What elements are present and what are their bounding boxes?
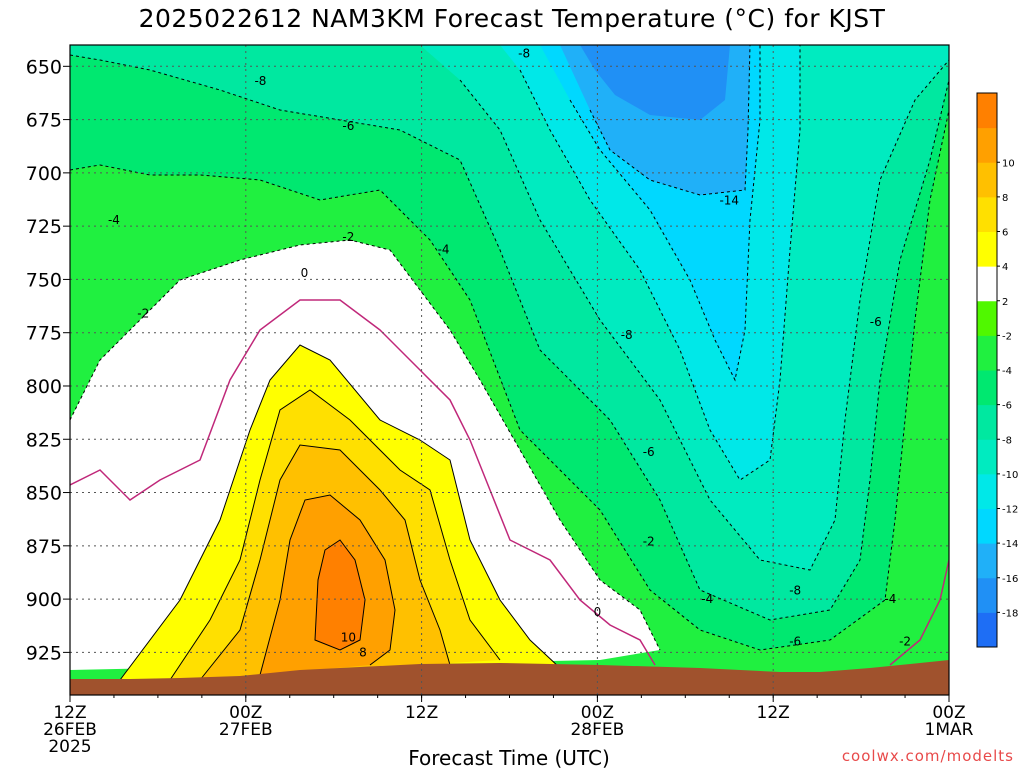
y-tick-label: 900 — [26, 589, 62, 611]
colorbar-tick-label: 4 — [1002, 262, 1008, 273]
temperature-field — [70, 45, 949, 695]
y-tick-label: 775 — [26, 323, 62, 345]
colorbar-swatch — [977, 543, 997, 579]
colorbar-tick-label: -4 — [1002, 366, 1012, 377]
negative-contours — [70, 45, 949, 651]
y-tick-label: 875 — [26, 536, 62, 558]
x-tick-label: 2025 — [48, 737, 91, 757]
x-tick-label: 12Z — [405, 703, 438, 723]
x-tick-label: 00Z — [581, 703, 614, 723]
grid — [69, 45, 950, 695]
chart-title: 2025022612 NAM3KM Forecast Temperature (… — [138, 4, 886, 33]
colorbar-tick-label: -18 — [1002, 608, 1018, 619]
colorbar-tick-label: -12 — [1002, 505, 1018, 516]
y-tick-label: 825 — [26, 429, 62, 451]
colorbar-swatch — [977, 266, 997, 302]
contour-label: -4 — [438, 243, 450, 257]
contour-label: -2 — [342, 230, 354, 244]
y-tick-label: 800 — [26, 376, 62, 398]
colorbar-tick-label: 8 — [1002, 193, 1008, 204]
colorbar-swatch — [977, 127, 997, 163]
colorbar-swatch — [977, 162, 997, 198]
contour-labels: -8 -8 -6 -4 -14 -2 -4 0 -2 -8 -6 -6 -2 -4 -8 -4 0 108 -6 -2 — [108, 47, 911, 660]
field-plus-10-band — [315, 540, 365, 650]
contour-label: -2 — [643, 535, 655, 549]
colorbar-swatch — [977, 370, 997, 406]
colorbar-swatch — [977, 231, 997, 267]
y-tick-label: 700 — [26, 163, 62, 185]
x-tick-label: 12Z — [757, 703, 790, 723]
contour-label: -4 — [884, 592, 896, 606]
x-axis-label: Forecast Time (UTC) — [408, 746, 610, 768]
colorbar-tick-label: -2 — [1002, 331, 1012, 342]
contour-label: -8 — [621, 328, 633, 342]
contour-label: -6 — [342, 119, 354, 133]
y-tick-label: 675 — [26, 110, 62, 132]
contour-label: -6 — [789, 635, 801, 649]
colorbar-swatch — [977, 93, 997, 129]
colorbar-tick-label: 2 — [1002, 297, 1008, 308]
colorbar-swatch — [977, 577, 997, 613]
contour-label: -8 — [254, 74, 266, 88]
contour-label: 10 — [341, 630, 356, 644]
contour-label: -8 — [789, 584, 801, 598]
contour-label: 0 — [594, 605, 602, 619]
terrain — [70, 660, 949, 695]
x-tick-label: 00Z — [229, 703, 262, 723]
x-tick-label: 1MAR — [925, 720, 974, 740]
contour-label: -4 — [108, 213, 120, 227]
x-tick-label: 27FEB — [219, 720, 273, 740]
colorbar-swatch — [977, 508, 997, 544]
contour-label: -8 — [518, 47, 530, 61]
contour-label: -4 — [701, 592, 713, 606]
colorbar-tick-label: 10 — [1002, 158, 1015, 169]
colorbar-swatch — [977, 612, 997, 648]
colorbar-swatch — [977, 196, 997, 232]
contour-label: -6 — [643, 445, 655, 459]
colorbar-swatch — [977, 404, 997, 440]
y-tick-label: 725 — [26, 216, 62, 238]
colorbar-tick-label: -10 — [1002, 470, 1018, 481]
contour-label: -6 — [870, 315, 882, 329]
credit-text: coolwx.com/modelts — [841, 747, 1014, 765]
x-tick-label: 00Z — [932, 703, 965, 723]
colorbar-swatch — [977, 335, 997, 371]
contour-label: -2 — [137, 307, 149, 321]
y-tick-label: 650 — [26, 56, 62, 78]
contour-label: 8 — [359, 645, 367, 659]
x-tick-label: 26FEB — [43, 720, 97, 740]
colorbar-tick-label: 6 — [1002, 228, 1008, 239]
positive-contours — [119, 344, 561, 681]
field-minus-18-band — [580, 45, 730, 120]
colorbar-swatch — [977, 439, 997, 475]
y-axis: 650 675 700 725 750 775 800 825 850 875 900 925 — [26, 56, 70, 664]
colorbar-tick-label: -8 — [1002, 435, 1012, 446]
colorbar-swatch — [977, 300, 997, 336]
colorbar-tick-label: -16 — [1002, 574, 1018, 585]
x-tick-label: 28FEB — [570, 720, 624, 740]
contour-label: -2 — [899, 635, 911, 649]
colorbar-tick-label: -6 — [1002, 401, 1012, 412]
colorbar: -18 -16 -14 -12 -10 -8 -6 -4 -2 2 4 6 8 10 — [976, 92, 1018, 648]
contour-label: -14 — [719, 194, 739, 208]
colorbar-tick-label: -14 — [1002, 539, 1018, 550]
x-tick-label: 12Z — [53, 703, 86, 723]
colorbar-swatch — [977, 473, 997, 509]
y-tick-label: 850 — [26, 483, 62, 505]
y-tick-label: 925 — [26, 642, 62, 664]
y-tick-label: 750 — [26, 269, 62, 291]
contour-label: 0 — [301, 266, 309, 280]
